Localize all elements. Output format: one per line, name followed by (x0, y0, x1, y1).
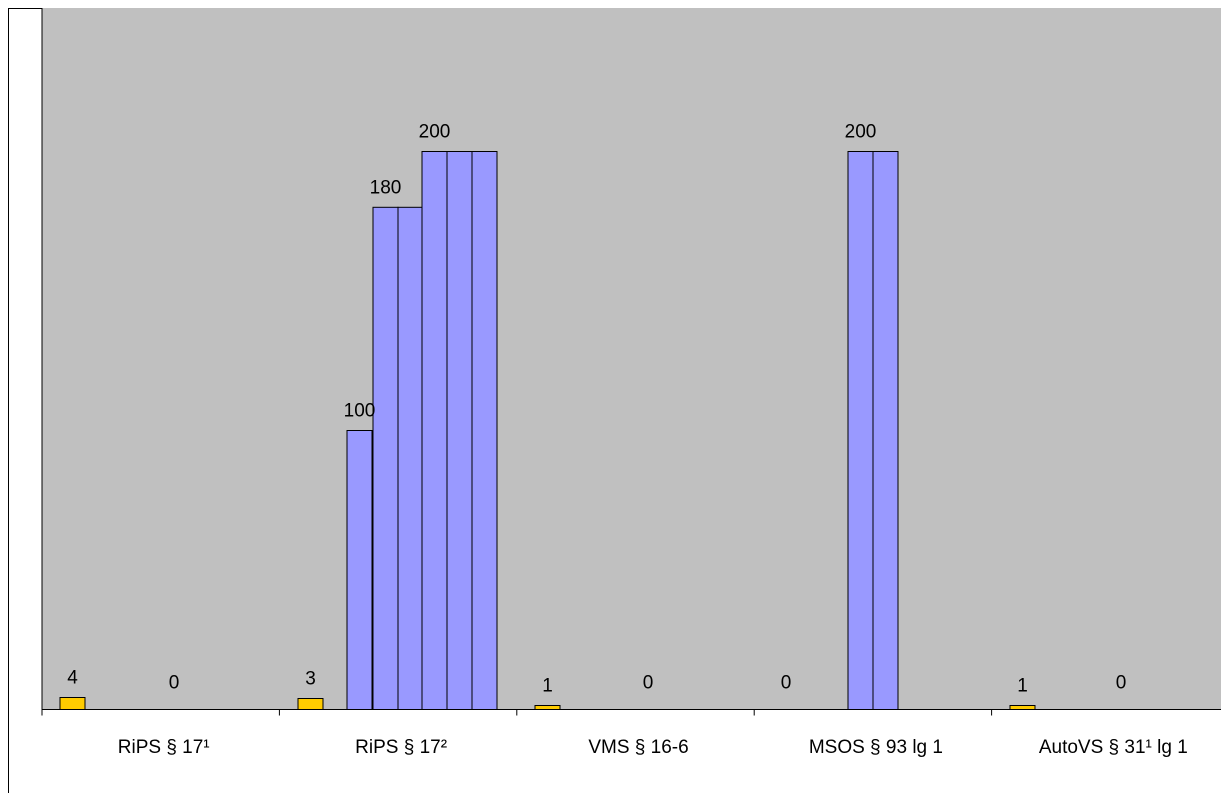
plot-area (42, 8, 1221, 710)
data-label-zero: 0 (643, 673, 654, 694)
data-label-zero: 0 (169, 673, 180, 694)
data-label: 180 (370, 177, 402, 198)
data-label-zero: 0 (781, 673, 792, 694)
data-label: 3 (305, 669, 316, 690)
category-label-rips-17: RiPS § 17² (355, 737, 447, 758)
data-label-zero: 0 (1116, 673, 1127, 694)
bar-rips-17-3 (372, 206, 399, 711)
data-label: 1 (542, 676, 553, 697)
category-label-autovs-31-lg-1: AutoVS § 31¹ lg 1 (1039, 737, 1188, 758)
bar-rips-17-6 (446, 151, 473, 710)
category-label-rips-17: RiPS § 17¹ (118, 737, 210, 758)
bar-msos-93-lg-1-2 (872, 151, 899, 710)
category-label-msos-93-lg-1: MSOS § 93 lg 1 (809, 737, 943, 758)
bar-rips-17-2 (346, 430, 373, 710)
bar-rips-17-1 (59, 697, 86, 710)
data-labels-layer: 4 0 3 100 180 200 1 0 200 0 1 0 (67, 122, 1126, 697)
x-axis-ticks (41, 709, 993, 716)
category-label-vms-16-6: VMS § 16-6 (588, 737, 688, 758)
data-label: 4 (67, 668, 78, 689)
data-label: 200 (845, 122, 877, 143)
category-labels-layer: RiPS § 17¹ RiPS § 17² VMS § 16-6 MSOS § 93 … (118, 737, 1188, 758)
data-label: 100 (344, 401, 376, 422)
bar-rips-17-7 (471, 151, 498, 710)
bar-rips-17-4 (397, 206, 424, 711)
bars-layer (59, 151, 1036, 711)
bar-autovs-31-lg-1-1 (1009, 705, 1036, 710)
data-label: 200 (419, 122, 451, 143)
bar-vms-16-6-1 (534, 705, 561, 710)
bar-rips-17-1 (297, 698, 324, 710)
data-label: 1 (1017, 676, 1028, 697)
bar-rips-17-5 (421, 151, 448, 710)
bar-msos-93-lg-1-1 (847, 151, 874, 710)
